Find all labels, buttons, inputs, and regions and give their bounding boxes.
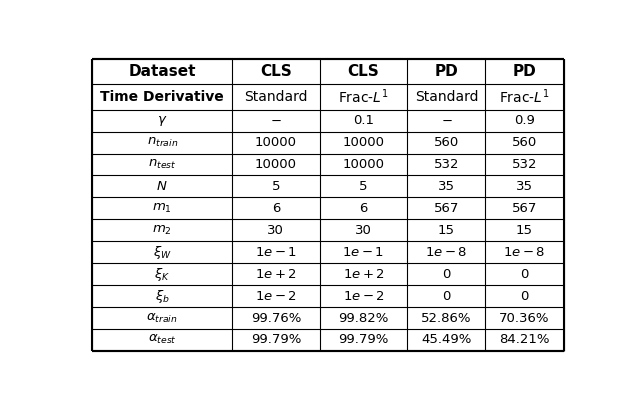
Text: $m_1$: $m_1$ bbox=[152, 202, 172, 215]
Text: 6: 6 bbox=[272, 202, 280, 215]
Text: 30: 30 bbox=[268, 224, 284, 237]
Text: 10000: 10000 bbox=[255, 158, 297, 171]
Text: 0: 0 bbox=[442, 268, 451, 280]
Text: CLS: CLS bbox=[348, 64, 380, 79]
Text: 35: 35 bbox=[438, 180, 455, 193]
Text: 5: 5 bbox=[359, 180, 368, 193]
Text: PD: PD bbox=[513, 64, 536, 79]
Text: 52.86%: 52.86% bbox=[421, 312, 472, 324]
Text: Frac-$L^1$: Frac-$L^1$ bbox=[499, 88, 550, 106]
Text: $n_{test}$: $n_{test}$ bbox=[148, 158, 177, 171]
Text: 99.79%: 99.79% bbox=[339, 333, 388, 347]
Text: $\xi_K$: $\xi_K$ bbox=[154, 266, 170, 283]
Text: Time Derivative: Time Derivative bbox=[100, 90, 224, 104]
Text: $1e-2$: $1e-2$ bbox=[255, 290, 297, 303]
Text: 99.79%: 99.79% bbox=[251, 333, 301, 347]
Text: 560: 560 bbox=[512, 136, 537, 149]
Text: $1e-8$: $1e-8$ bbox=[425, 246, 468, 259]
Text: $n_{train}$: $n_{train}$ bbox=[147, 136, 178, 149]
Text: 560: 560 bbox=[434, 136, 459, 149]
Text: 35: 35 bbox=[516, 180, 533, 193]
Text: Standard: Standard bbox=[244, 90, 308, 104]
Text: Standard: Standard bbox=[415, 90, 478, 104]
Text: 99.76%: 99.76% bbox=[251, 312, 301, 324]
Text: 15: 15 bbox=[438, 224, 455, 237]
Text: $1e-1$: $1e-1$ bbox=[255, 246, 297, 259]
Text: $-$: $-$ bbox=[440, 114, 452, 127]
Text: $1e+2$: $1e+2$ bbox=[342, 268, 385, 280]
Text: $m_2$: $m_2$ bbox=[152, 224, 172, 237]
Text: 0: 0 bbox=[520, 290, 529, 303]
Text: 532: 532 bbox=[434, 158, 459, 171]
Text: $\xi_b$: $\xi_b$ bbox=[155, 288, 170, 305]
Text: $1e+2$: $1e+2$ bbox=[255, 268, 297, 280]
Text: $1e-1$: $1e-1$ bbox=[342, 246, 385, 259]
Text: $1e-8$: $1e-8$ bbox=[503, 246, 546, 259]
Text: 70.36%: 70.36% bbox=[499, 312, 550, 324]
Text: PD: PD bbox=[435, 64, 458, 79]
Text: $\alpha_{test}$: $\alpha_{test}$ bbox=[148, 333, 177, 347]
Text: 567: 567 bbox=[512, 202, 537, 215]
Text: 567: 567 bbox=[434, 202, 459, 215]
Text: $\xi_W$: $\xi_W$ bbox=[153, 244, 172, 261]
Text: 532: 532 bbox=[512, 158, 538, 171]
Text: 45.49%: 45.49% bbox=[421, 333, 472, 347]
Text: 0: 0 bbox=[442, 290, 451, 303]
Text: 99.82%: 99.82% bbox=[339, 312, 388, 324]
Text: 5: 5 bbox=[271, 180, 280, 193]
Text: 0: 0 bbox=[520, 268, 529, 280]
Text: 10000: 10000 bbox=[255, 136, 297, 149]
Text: $N$: $N$ bbox=[156, 180, 168, 193]
Text: 10000: 10000 bbox=[342, 158, 385, 171]
Text: 84.21%: 84.21% bbox=[499, 333, 550, 347]
Text: 15: 15 bbox=[516, 224, 533, 237]
Text: CLS: CLS bbox=[260, 64, 292, 79]
Text: 30: 30 bbox=[355, 224, 372, 237]
Text: 0.1: 0.1 bbox=[353, 114, 374, 127]
Text: $-$: $-$ bbox=[270, 114, 282, 127]
Text: $\alpha_{train}$: $\alpha_{train}$ bbox=[147, 312, 178, 324]
Text: Dataset: Dataset bbox=[129, 64, 196, 79]
Text: 0.9: 0.9 bbox=[514, 114, 535, 127]
Text: 10000: 10000 bbox=[342, 136, 385, 149]
Text: Frac-$L^1$: Frac-$L^1$ bbox=[338, 88, 389, 106]
Text: $\gamma$: $\gamma$ bbox=[157, 114, 168, 128]
Text: $1e-2$: $1e-2$ bbox=[342, 290, 385, 303]
Text: 6: 6 bbox=[359, 202, 368, 215]
